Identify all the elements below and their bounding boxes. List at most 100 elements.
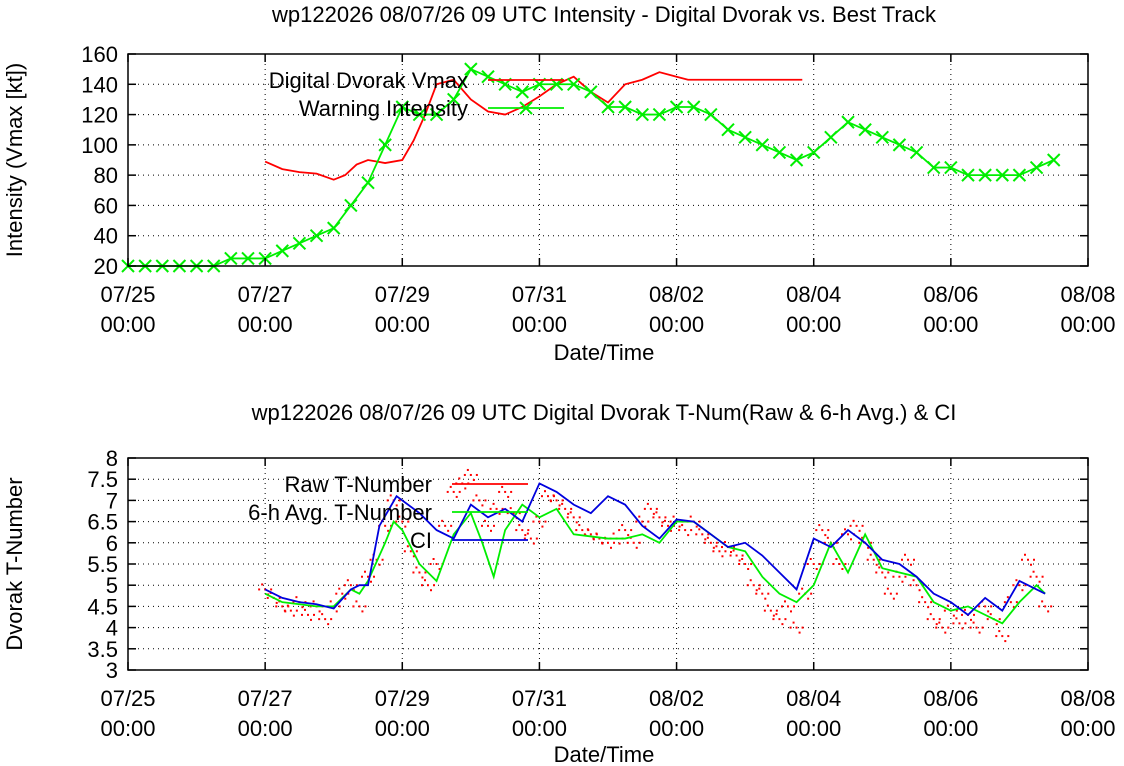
tnumber-series-0-point [870, 541, 873, 544]
intensity-series-1-marker [584, 85, 598, 99]
tnumber-series-0-point [926, 618, 929, 621]
tnumber-x-tick-label: 00:00 [786, 716, 841, 741]
tnumber-series-0-point [958, 622, 961, 625]
tnumber-series-0-point [412, 555, 415, 558]
tnumber-series-0-point [681, 524, 684, 527]
tnumber-series-0-point [427, 584, 429, 587]
tnumber-series-0-point [643, 507, 646, 510]
tnumber-series-0-point [346, 579, 349, 582]
tnumber-x-tick-label: 07/29 [375, 686, 430, 711]
intensity-x-tick-label: 00:00 [923, 312, 978, 337]
tnumber-series-0-point [721, 555, 724, 558]
tnumber-series-0-point [858, 541, 861, 544]
tnumber-series-0-point [1030, 563, 1032, 566]
tnumber-x-tick-label: 07/25 [100, 686, 155, 711]
tnumber-series-0-point [866, 558, 869, 561]
tnumber-series-0-point [884, 576, 887, 579]
intensity-series-1-marker [344, 198, 358, 213]
tnumber-series-0-point [1012, 606, 1015, 609]
tnumber-series-0-point [698, 520, 701, 523]
tnumber-series-0-point [532, 520, 535, 523]
tnumber-series-0-point [655, 511, 658, 514]
intensity-series-1-line [128, 67, 1055, 267]
tnumber-series-0-point [395, 520, 398, 523]
tnumber-series-0-point [618, 529, 621, 532]
intensity-x-tick-label: 08/02 [649, 282, 704, 307]
tnumber-series-0-point [1038, 580, 1041, 583]
tnumber-series-0-point [1007, 635, 1010, 638]
tnumber-series-0-point [506, 512, 509, 515]
tnumber-series-0-point [446, 490, 449, 493]
tnumber-series-0-point [421, 576, 424, 579]
tnumber-series-0-point [450, 524, 453, 527]
tnumber-series-0-point [318, 610, 321, 613]
intensity-series-1-marker [875, 130, 889, 144]
tnumber-series-0-point [869, 553, 872, 556]
tnumber-series-0-point [552, 494, 555, 497]
tnumber-series-0-point [575, 529, 578, 532]
tnumber-series-0-point [955, 609, 958, 612]
tnumber-series-0-point [946, 604, 949, 607]
intensity-series-1-marker [789, 153, 804, 167]
tnumber-x-axis-label: Date/Time [554, 742, 655, 766]
tnumber-series-0-point [689, 515, 692, 518]
tnumber-series-0-point [304, 608, 306, 611]
tnumber-series-0-point [678, 529, 681, 532]
tnumber-series-0-point [761, 592, 764, 595]
tnumber-series-0-point [1012, 584, 1015, 587]
tnumber-series-0-point [1047, 610, 1050, 613]
intensity-series-1-marker [1047, 153, 1061, 167]
intensity-x-tick-label: 00:00 [512, 312, 567, 337]
tnumber-series-0-point [892, 597, 895, 600]
tnumber-series-0-point [621, 524, 624, 527]
tnumber-series-0-point [644, 525, 647, 528]
intensity-series-1-marker [978, 168, 992, 182]
tnumber-series-0-point [769, 609, 772, 612]
tnumber-series-0-point [578, 516, 581, 519]
tnumber-series-0-point [292, 614, 295, 617]
tnumber-series-0-point [881, 571, 884, 574]
tnumber-series-0-point [655, 507, 658, 510]
tnumber-series-0-point [735, 554, 738, 557]
tnumber-series-0-point [635, 520, 638, 523]
tnumber-series-0-point [910, 563, 912, 566]
tnumber-series-0-point [449, 485, 452, 488]
tnumber-series-0-point [518, 512, 521, 515]
tnumber-series-0-point [775, 613, 778, 616]
tnumber-series-0-point [764, 597, 767, 600]
tnumber-series-0-point [484, 499, 487, 502]
tnumber-series-0-point [493, 524, 495, 527]
tnumber-series-0-point [589, 533, 592, 536]
tnumber-series-0-point [778, 618, 781, 621]
tnumber-series-0-point [1041, 575, 1044, 578]
tnumber-series-0-point [403, 550, 406, 553]
tnumber-series-0-point [861, 524, 864, 527]
tnumber-series-0-point [772, 618, 775, 621]
intensity-series-1-marker [995, 168, 1009, 182]
tnumber-series-0-point [724, 550, 727, 553]
tnumber-series-0-legend-label: Raw T-Number [284, 472, 432, 497]
tnumber-series-0-point [798, 592, 801, 595]
tnumber-series-0-point [1015, 601, 1018, 604]
tnumber-series-0-point [812, 563, 815, 565]
tnumber-series-0-point [784, 618, 787, 621]
tnumber-series-0-point [912, 579, 915, 582]
tnumber-series-0-point [335, 592, 338, 595]
tnumber-series-0-point [793, 605, 795, 608]
tnumber-series-0-point [1021, 558, 1023, 561]
tnumber-series-0-point [635, 546, 638, 549]
tnumber-series-0-point [952, 614, 955, 617]
intensity-series-1-marker [858, 123, 872, 137]
intensity-x-tick-label: 08/08 [1060, 282, 1115, 307]
intensity-series-1-marker [652, 107, 667, 122]
tnumber-y-tick-label: 3.5 [87, 637, 118, 662]
tnumber-series-0-point [898, 575, 901, 578]
tnumber-series-0-point [381, 558, 384, 561]
tnumber-series-0-point [544, 520, 547, 523]
tnumber-series-0-point [889, 592, 892, 595]
tnumber-series-0-point [821, 529, 824, 532]
tnumber-series-0-point [561, 499, 564, 502]
tnumber-series-0-point [649, 507, 652, 510]
tnumber-series-0-point [938, 621, 941, 624]
tnumber-series-0-point [438, 524, 441, 527]
